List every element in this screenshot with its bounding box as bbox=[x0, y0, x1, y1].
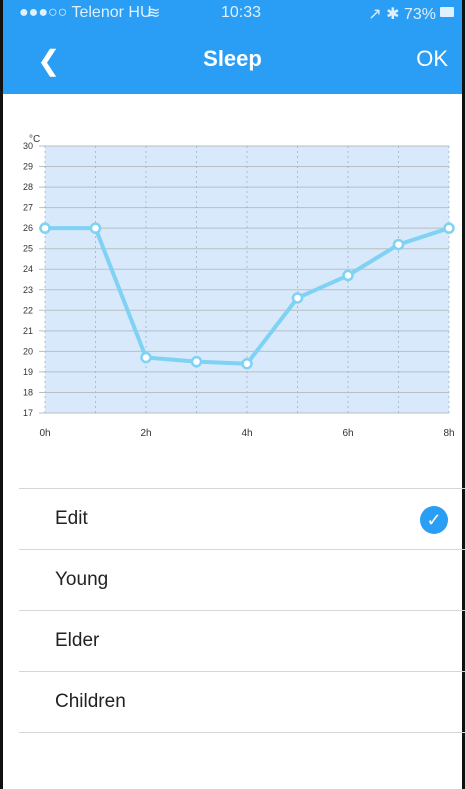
navigation-bar: ❮ Sleep OK bbox=[3, 26, 462, 94]
y-tick-label: 25 bbox=[23, 244, 33, 254]
ok-button[interactable]: OK bbox=[416, 46, 448, 71]
status-time: 10:33 bbox=[221, 4, 262, 21]
y-tick-label: 21 bbox=[23, 326, 33, 336]
carrier-label: ●●●○○ Telenor HU bbox=[19, 4, 152, 21]
status-right: ↗ ✱ 73% bbox=[368, 6, 436, 23]
y-tick-label: 23 bbox=[23, 285, 33, 295]
data-point[interactable] bbox=[140, 351, 152, 364]
wifi-icon: ≋ bbox=[147, 5, 161, 22]
battery-icon bbox=[440, 7, 454, 17]
x-tick-label: 4h bbox=[241, 428, 252, 439]
data-point[interactable] bbox=[291, 292, 304, 304]
list-item-young[interactable]: Young bbox=[19, 550, 465, 611]
profile-list: Edit ✓ Young Elder Children bbox=[19, 488, 465, 733]
y-tick-label: 22 bbox=[23, 305, 33, 315]
y-tick-label: 29 bbox=[23, 162, 33, 172]
y-tick-label: 17 bbox=[23, 408, 33, 418]
y-tick-label: 30 bbox=[23, 141, 33, 151]
y-axis-unit-label: °C bbox=[29, 134, 40, 145]
checkmark-circle-icon: ✓ bbox=[420, 506, 448, 534]
y-tick-label: 26 bbox=[23, 223, 33, 233]
data-point[interactable] bbox=[443, 222, 455, 234]
y-tick-label: 24 bbox=[23, 264, 33, 274]
temperature-chart[interactable]: 30 29 28 27 26 25 24 23 22 21 20 19 18 17 0h 2h 4h 6h 8h °C bbox=[3, 95, 465, 455]
data-point[interactable] bbox=[342, 269, 354, 282]
list-item-label: Young bbox=[55, 569, 109, 590]
x-tick-label: 0h bbox=[39, 428, 50, 439]
back-chevron-icon[interactable]: ❮ bbox=[37, 45, 61, 76]
data-point[interactable] bbox=[190, 355, 203, 368]
y-tick-label: 18 bbox=[23, 387, 33, 397]
y-tick-label: 27 bbox=[23, 203, 33, 213]
y-tick-label: 19 bbox=[23, 367, 33, 377]
list-item-label: Elder bbox=[55, 630, 100, 651]
list-item-elder[interactable]: Elder bbox=[19, 611, 465, 672]
list-item-label: Children bbox=[55, 691, 126, 712]
status-bar: ●●●○○ Telenor HU ≋ 10:33 ↗ ✱ 73% bbox=[3, 0, 462, 26]
chart-svg: 30 29 28 27 26 25 24 23 22 21 20 19 18 17 0h 2h 4h 6h 8h °C bbox=[23, 134, 455, 439]
list-item-children[interactable]: Children bbox=[19, 672, 465, 733]
page-title: Sleep bbox=[203, 46, 262, 71]
data-point[interactable] bbox=[241, 357, 253, 370]
data-point[interactable] bbox=[39, 222, 51, 234]
y-tick-label: 20 bbox=[23, 346, 33, 356]
x-tick-label: 8h bbox=[443, 428, 454, 439]
x-tick-label: 2h bbox=[140, 428, 151, 439]
data-point[interactable] bbox=[89, 222, 102, 234]
data-point[interactable] bbox=[392, 238, 405, 251]
x-tick-label: 6h bbox=[342, 428, 353, 439]
y-tick-label: 28 bbox=[23, 182, 33, 192]
list-item-edit[interactable]: Edit ✓ bbox=[19, 489, 465, 550]
list-item-label: Edit bbox=[55, 508, 88, 529]
